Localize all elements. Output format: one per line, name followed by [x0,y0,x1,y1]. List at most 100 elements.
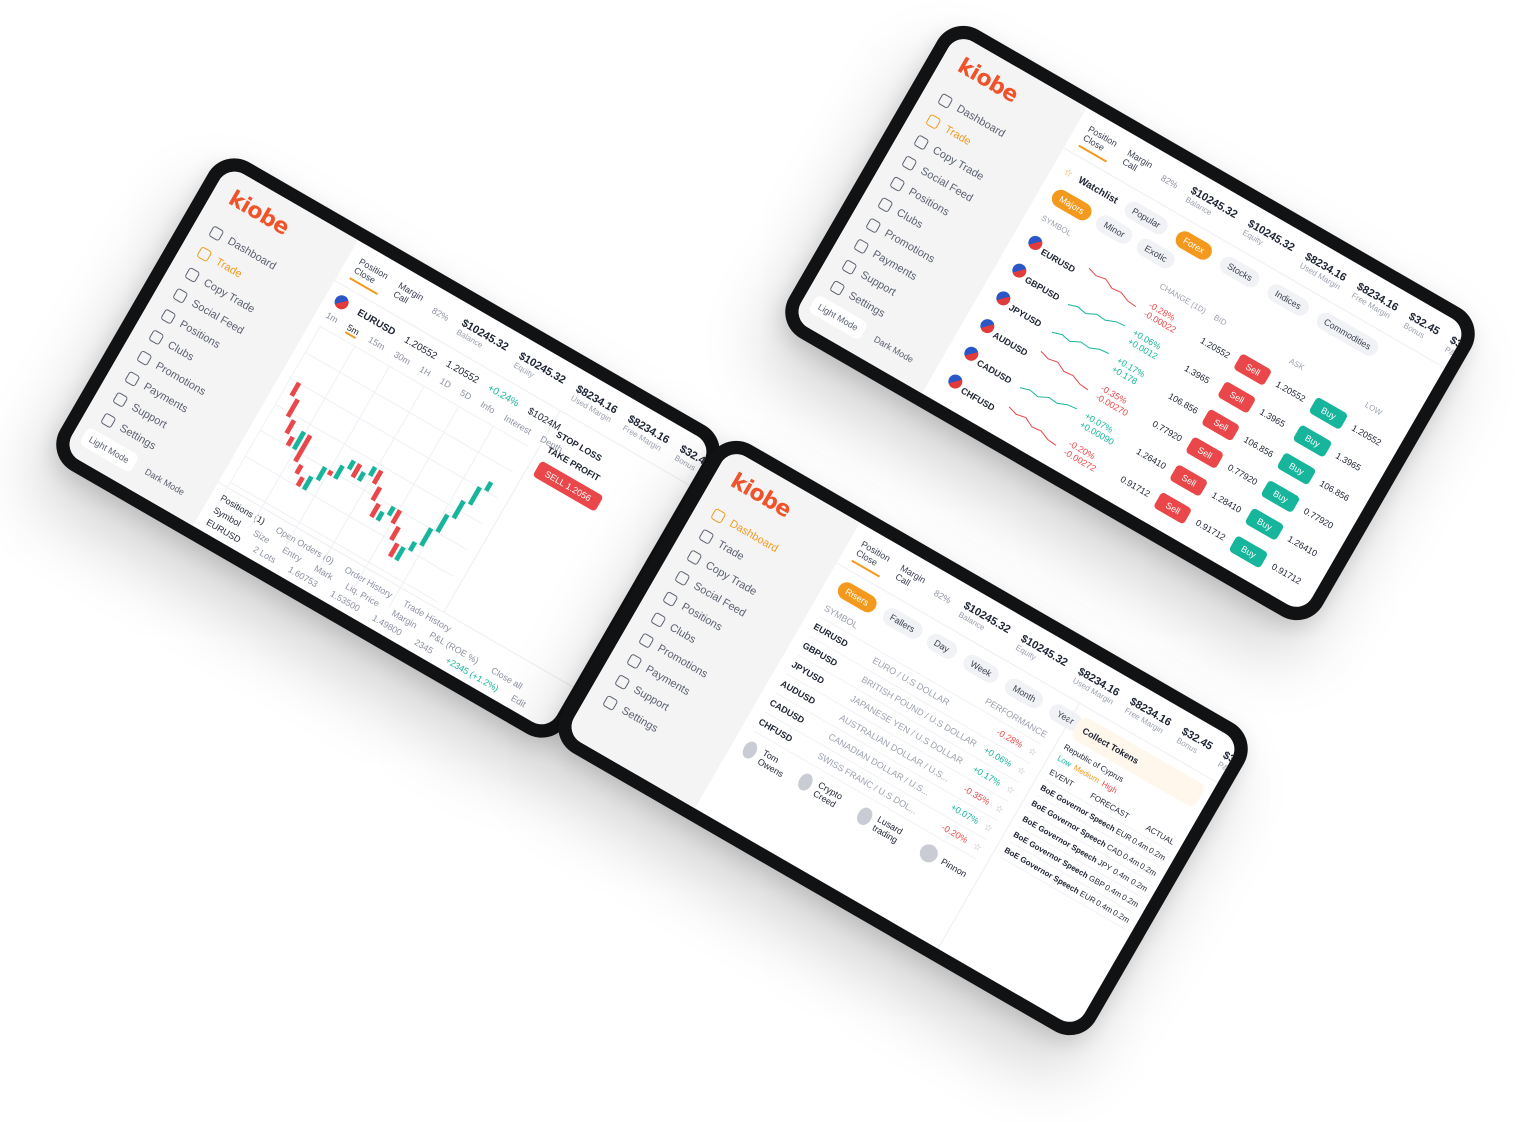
copy-icon [913,134,930,151]
stat-balance: $10245.32 Balance [957,599,1013,636]
table-row[interactable]: AUDUSD -0.35% -0.00270 0.77920 Sell 0.77920 Bu… [969,308,1345,544]
chart-area: EURUSD 1.20552 1.20552 +0.24% $1024M 1m … [215,281,564,628]
star-icon[interactable]: ☆ [1015,764,1028,777]
watchlist-screen: kiobe Dashboard Trade Copy Trade Social … [792,32,1468,614]
stat-bonus: $32.45 Bonus [1175,725,1215,755]
tab-info[interactable]: Info [478,399,497,416]
candle [333,464,345,480]
avatar [916,841,942,866]
tab-margin-call[interactable]: Margin Call [391,280,426,306]
eur-flag-icon [332,292,352,312]
card-icon [853,238,870,255]
table-row[interactable]: CHFUSD -0.20% -0.00272 0.91712 Sell 0.91712 Bu… [937,363,1313,599]
tf-5m[interactable]: 5m [344,322,362,339]
star-icon[interactable]: ☆ [993,802,1006,816]
tablet-trade: kiobe Dashboard Trade Copy Trade Social … [45,147,731,749]
candle [346,459,356,471]
tab-margin-call[interactable]: Margin Call [1120,147,1155,173]
sparkline [1051,331,1109,354]
tab-position-close[interactable]: Position Close [851,535,895,578]
tf-1m[interactable]: 1m [324,310,340,325]
main: Position Close Margin Call 82% $10245.32… [922,107,1468,614]
content: EURUSD 1.20552 1.20552 +0.24% $1024M 1m … [215,281,690,687]
tf-15m[interactable]: 15m [366,334,387,352]
edit-button[interactable]: Edit [509,692,528,710]
copy-icon [686,549,703,566]
tab-position-close[interactable]: Position Close [349,253,393,296]
tab-margin-call[interactable]: Margin Call [893,562,928,588]
watchlist-table: SYMBOL CHANGE (1D) BID ASK LOW EURUSD -0.… [937,206,1404,598]
candle [291,430,307,451]
tf-5d[interactable]: 5D [458,387,474,403]
clubs-icon [877,196,894,214]
home-icon [937,92,954,110]
table-row[interactable]: GBPUSD +0.06% +0.0012 1.3965 Sell 1.3965 Buy 1.… [1001,252,1377,488]
stat-balance: $10245.32 Balance [455,316,511,354]
candle [284,419,297,435]
candle [419,527,434,547]
trade-screen: kiobe Dashboard Trade Copy Trade Social … [63,165,713,731]
tab-position-close[interactable]: Position Close [1078,120,1122,163]
promo-icon [865,217,882,234]
stat-free-margin: $8234.16 Free Margin [621,412,672,453]
card-icon [124,370,141,388]
candle [451,499,466,520]
candle [484,480,494,493]
table-row[interactable]: EURUSD -0.28% -0.00022 1.20552 Sell 1.20552 Bu… [1017,224,1393,460]
table-row[interactable]: JPYUSD +0.17% +0.178 106.856 Sell 106.856 Buy 1… [985,280,1361,516]
sell-button[interactable]: SELL 1.2056 [532,460,604,512]
candle [387,542,400,558]
trade-icon [925,113,942,130]
stat-equity: $10245.32 Equity [512,349,568,387]
clubs-icon [148,329,165,346]
star-icon[interactable]: ☆ [971,840,984,854]
promo-icon [136,349,153,367]
tf-30m[interactable]: 30m [392,349,413,367]
star-icon: ☆ [1061,166,1075,181]
candlestick-chart[interactable] [215,325,528,628]
tf-1d[interactable]: 1D [438,375,453,391]
stat-equity: $10245.32 Equity [1014,632,1070,669]
promo-icon [638,632,655,649]
candle [285,398,300,418]
candle [390,509,403,525]
star-icon[interactable]: ☆ [1026,745,1039,758]
candle [394,545,406,562]
positions-icon [160,308,177,325]
stat-pnl: $345.25 P&L [1216,748,1241,780]
star-icon[interactable]: ☆ [1004,783,1017,797]
support-icon [112,391,129,408]
gear-icon [602,694,619,712]
candle [371,469,384,485]
support-icon [841,258,858,276]
stat-balance: $10245.32 Balance [1184,184,1240,221]
avatar [854,805,875,828]
candle [407,540,418,552]
gear-icon [100,412,117,429]
candle [375,510,385,522]
positions-icon [889,175,906,193]
candle [370,486,383,502]
gear-icon [829,279,846,297]
candle [389,525,401,542]
sparkline [1067,303,1125,327]
margin-percent: 82% [1159,172,1180,191]
tf-1h[interactable]: 1H [417,364,433,379]
stat-used-margin: $8234.16 Used Margin [569,382,620,424]
feed-icon [674,570,691,587]
candle [289,381,302,397]
watchlist-body: EURUSD -0.28% -0.00022 1.20552 Sell 1.20552 Bu… [937,224,1393,598]
card-icon [626,653,643,670]
stat-equity: $10245.32 Equity [1241,217,1297,254]
copy-icon [184,266,201,284]
table-row[interactable]: CADUSD +0.07% +0.00090 1.26410 Sell 1.28410 Bu… [953,335,1329,571]
stat-used-margin: $8234.16 Used Margin [1298,250,1349,292]
star-icon[interactable]: ☆ [982,821,995,835]
tablet-watchlist: kiobe Dashboard Trade Copy Trade Social … [774,14,1486,632]
stat-used-margin: $8234.16 Used Margin [1071,665,1122,707]
candle [285,435,295,447]
candle [315,465,328,482]
stat-bonus: $32.45 Bonus [1402,310,1442,340]
feed-icon [901,155,918,172]
avatar [795,771,816,794]
